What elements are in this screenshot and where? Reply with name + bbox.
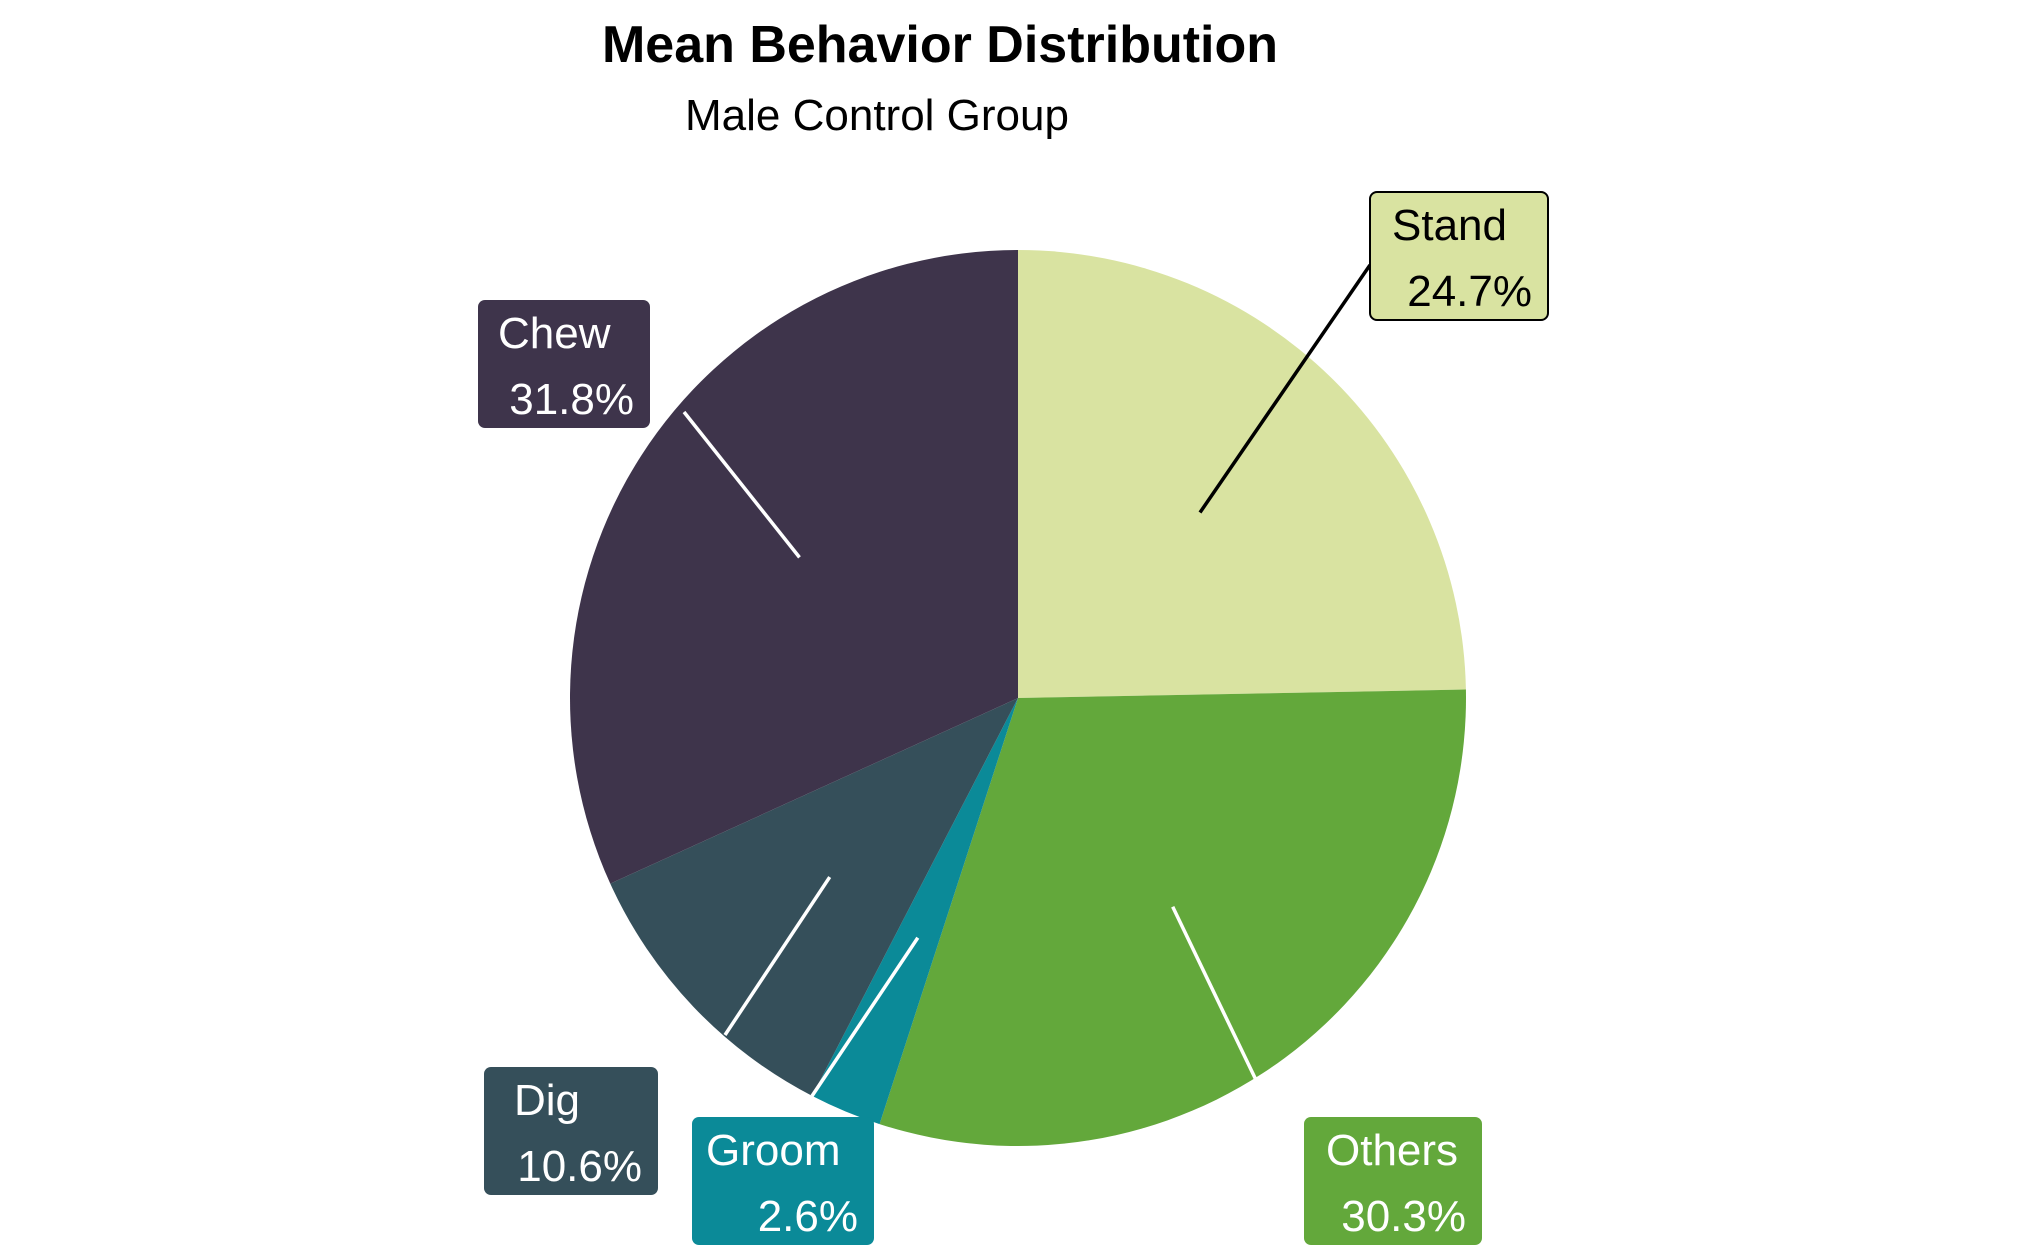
leader-line-dig <box>723 876 832 1036</box>
slice-label-name: Chew <box>498 309 611 358</box>
slice-label-value: 24.7% <box>1407 267 1532 316</box>
pie-slice-stand <box>1018 250 1466 698</box>
slice-label-name: Stand <box>1392 201 1507 250</box>
slice-label-value: 10.6% <box>517 1142 642 1191</box>
leader-line-groom <box>810 936 920 1097</box>
slice-label-stand: Stand 24.7% <box>1369 191 1549 321</box>
slice-label-others: Others 30.3% <box>1304 1117 1482 1245</box>
slice-label-name: Groom <box>706 1126 840 1175</box>
pie-slice-others <box>879 689 1466 1146</box>
slice-label-value: 30.3% <box>1341 1192 1466 1241</box>
pie-slice-chew <box>569 250 1018 884</box>
slice-label-box-stand <box>1369 191 1549 321</box>
leader-lines <box>682 264 1372 1097</box>
slice-label-box-others <box>1304 1117 1482 1245</box>
slice-label-box-dig <box>484 1067 658 1195</box>
chart-subtitle: Male Control Group <box>685 91 1069 140</box>
slice-label-name: Dig <box>514 1076 580 1125</box>
slice-label-value: 31.8% <box>509 375 634 424</box>
leader-line-stand <box>1198 264 1372 514</box>
slice-label-dig: Dig 10.6% <box>484 1067 658 1195</box>
pie-slices <box>569 250 1466 1146</box>
slice-labels: Stand 24.7% Others 30.3% Groom 2.6% Dig 10.6% Ch… <box>478 191 1549 1245</box>
slice-label-chew: Chew 31.8% <box>478 300 650 428</box>
slice-label-box-groom <box>692 1117 874 1245</box>
slice-label-name: Others <box>1326 1126 1458 1175</box>
leader-line-others <box>1171 906 1258 1081</box>
slice-label-groom: Groom 2.6% <box>692 1117 874 1245</box>
leader-line-chew <box>682 410 801 559</box>
slice-label-value: 2.6% <box>758 1192 858 1241</box>
slice-label-box-chew <box>478 300 650 428</box>
chart-title: Mean Behavior Distribution <box>602 16 1278 74</box>
pie-slice-dig <box>610 698 1018 1096</box>
